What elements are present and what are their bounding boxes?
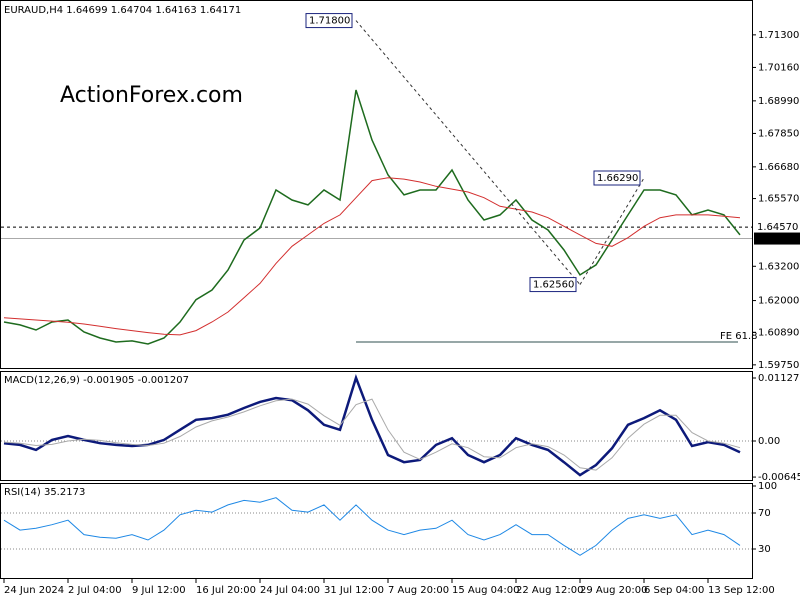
chart-title: EURAUD,H4 1.64699 1.64704 1.64163 1.6417…	[4, 5, 241, 16]
pivot-label: 1.62560	[533, 280, 574, 291]
x-tick-label: 16 Jul 20:00	[196, 585, 256, 596]
x-tick-label: 6 Sep 04:00	[644, 585, 704, 596]
x-tick-label: 9 Jul 12:00	[132, 585, 186, 596]
price-label: 1.64570	[757, 222, 798, 233]
series-line	[3, 373, 741, 477]
price-panel	[0, 0, 753, 369]
price-label: 1.64171	[757, 234, 798, 245]
pivot-label: 1.71800	[309, 16, 350, 27]
x-tick-label: 13 Sep 12:00	[708, 585, 775, 596]
y-tick-label: 0.00	[758, 436, 780, 447]
pivot-box	[529, 277, 577, 293]
rsi-panel	[0, 483, 753, 579]
y-tick-label: 1.67850	[758, 128, 799, 139]
x-tick-label: 15 Aug 04:00	[452, 585, 519, 596]
pivot-label: 1.66290	[597, 173, 638, 184]
y-tick-label: 1.65570	[758, 194, 799, 205]
x-tick-label: 24 Jul 04:00	[260, 585, 320, 596]
series-line	[3, 89, 741, 345]
y-tick-label: 1.59750	[758, 360, 799, 371]
x-tick-label: 24 Jun 2024	[4, 585, 64, 596]
fe-label: FE 61.8	[720, 331, 758, 342]
watermark: ActionForex.com	[60, 83, 243, 108]
y-tick-label: 30	[758, 544, 771, 555]
y-tick-label: 1.60890	[758, 327, 799, 338]
rsi-title: RSI(14) 35.2173	[4, 487, 85, 498]
y-tick-label: 1.68990	[758, 96, 799, 107]
y-tick-label: 1.71300	[758, 30, 799, 41]
y-tick-label: 1.66680	[758, 162, 799, 173]
x-tick-label: 29 Aug 20:00	[580, 585, 647, 596]
trend-line	[579, 177, 645, 285]
series-line	[3, 398, 741, 471]
x-tick-label: 22 Aug 12:00	[516, 585, 583, 596]
trend-line	[355, 20, 581, 285]
macd-title: MACD(12,26,9) -0.001905 -0.001207	[4, 375, 189, 386]
y-tick-label: 1.63200	[758, 261, 799, 272]
y-tick-label: -0.006453	[758, 472, 800, 483]
y-tick-label: 70	[758, 508, 771, 519]
y-tick-label: 100	[758, 481, 777, 492]
y-tick-label: 0.011271	[758, 373, 800, 384]
x-tick-label: 7 Aug 20:00	[388, 585, 449, 596]
series-line	[3, 497, 741, 556]
pivot-box	[593, 170, 641, 186]
pivot-box	[305, 13, 353, 29]
macd-panel	[0, 371, 753, 481]
x-tick-label: 31 Jul 12:00	[324, 585, 384, 596]
price-label-box	[754, 232, 800, 245]
price-label-box	[754, 221, 800, 234]
x-tick-label: 2 Jul 04:00	[68, 585, 122, 596]
series-line	[3, 177, 741, 336]
y-tick-label: 1.62000	[758, 296, 799, 307]
y-tick-label: 1.70160	[758, 62, 799, 73]
